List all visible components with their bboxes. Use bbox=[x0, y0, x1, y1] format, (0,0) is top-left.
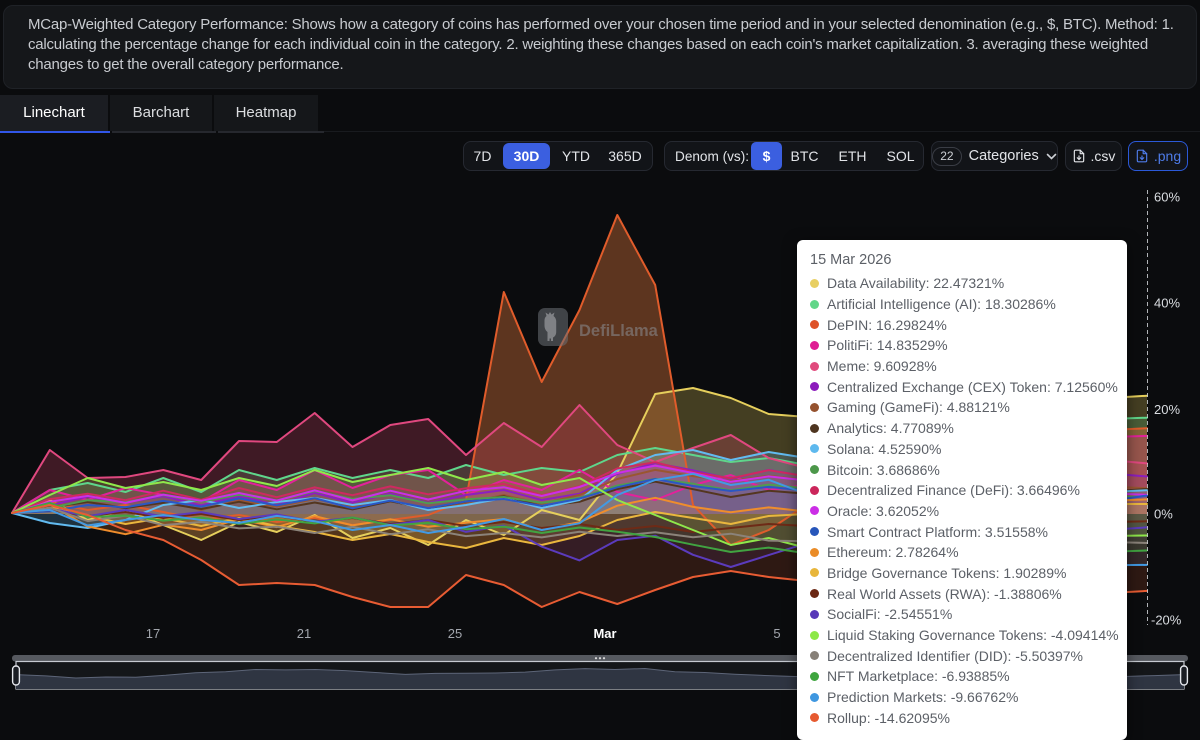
svg-text:17: 17 bbox=[146, 626, 160, 641]
svg-text:-20%: -20% bbox=[1151, 613, 1182, 628]
svg-text:60%: 60% bbox=[1154, 190, 1180, 205]
svg-text:40%: 40% bbox=[1154, 296, 1180, 311]
svg-text:25: 25 bbox=[448, 626, 462, 641]
svg-text:20%: 20% bbox=[1154, 402, 1180, 417]
svg-text:DefiLlama: DefiLlama bbox=[579, 322, 659, 340]
svg-text:21: 21 bbox=[297, 626, 311, 641]
svg-text:0%: 0% bbox=[1154, 507, 1173, 522]
svg-text:5: 5 bbox=[773, 626, 780, 641]
svg-text:Mar: Mar bbox=[593, 626, 616, 641]
